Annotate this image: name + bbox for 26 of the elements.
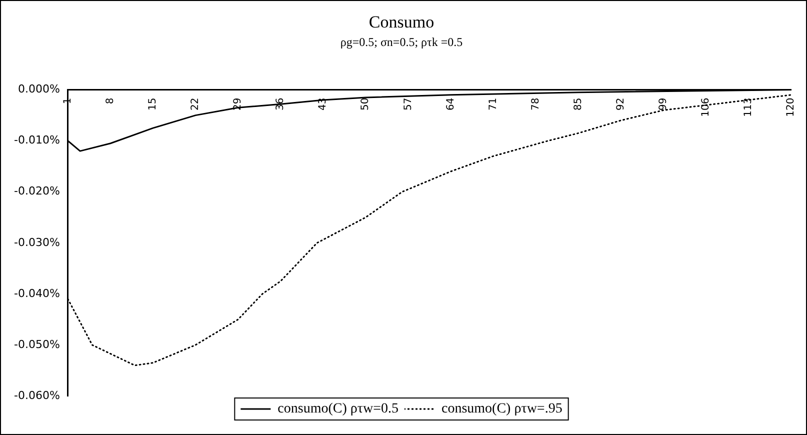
- y-tick-label: -0.050%: [14, 338, 60, 351]
- x-tick-label: 78: [530, 98, 542, 111]
- x-tick-label: 99: [658, 98, 669, 111]
- y-tick-label: -0.060%: [14, 388, 60, 402]
- x-tick-label: 85: [572, 98, 584, 111]
- x-tick-label: 106: [700, 98, 712, 117]
- y-tick-label: 0.000%: [18, 82, 60, 96]
- chart-subtitle: ρg=0.5; σn=0.5; ρτk =0.5: [340, 34, 463, 49]
- x-tick-label: 71: [488, 98, 499, 111]
- x-tick-label: 22: [190, 98, 202, 111]
- legend-label: consumo(C) ρτw=0.5: [278, 402, 399, 417]
- x-tick-label: 15: [148, 98, 159, 111]
- x-tick-label: 120: [786, 98, 797, 117]
- x-tick-label: 92: [615, 98, 626, 111]
- x-tick-label: 113: [743, 98, 754, 117]
- chart-title: Consumo: [368, 12, 434, 32]
- x-tick-label: 64: [445, 98, 456, 111]
- x-tick-label: 8: [105, 98, 116, 104]
- x-tick-label: 57: [402, 98, 414, 111]
- y-tick-label: -0.040%: [14, 286, 60, 300]
- y-tick-label: -0.010%: [14, 134, 60, 147]
- legend-label: consumo(C) ρτw=.95: [442, 402, 562, 417]
- x-tick-label: 50: [360, 98, 372, 111]
- y-tick-label: -0.020%: [14, 184, 60, 198]
- x-tick-label: 36: [275, 98, 286, 111]
- y-tick-label: -0.030%: [14, 236, 60, 249]
